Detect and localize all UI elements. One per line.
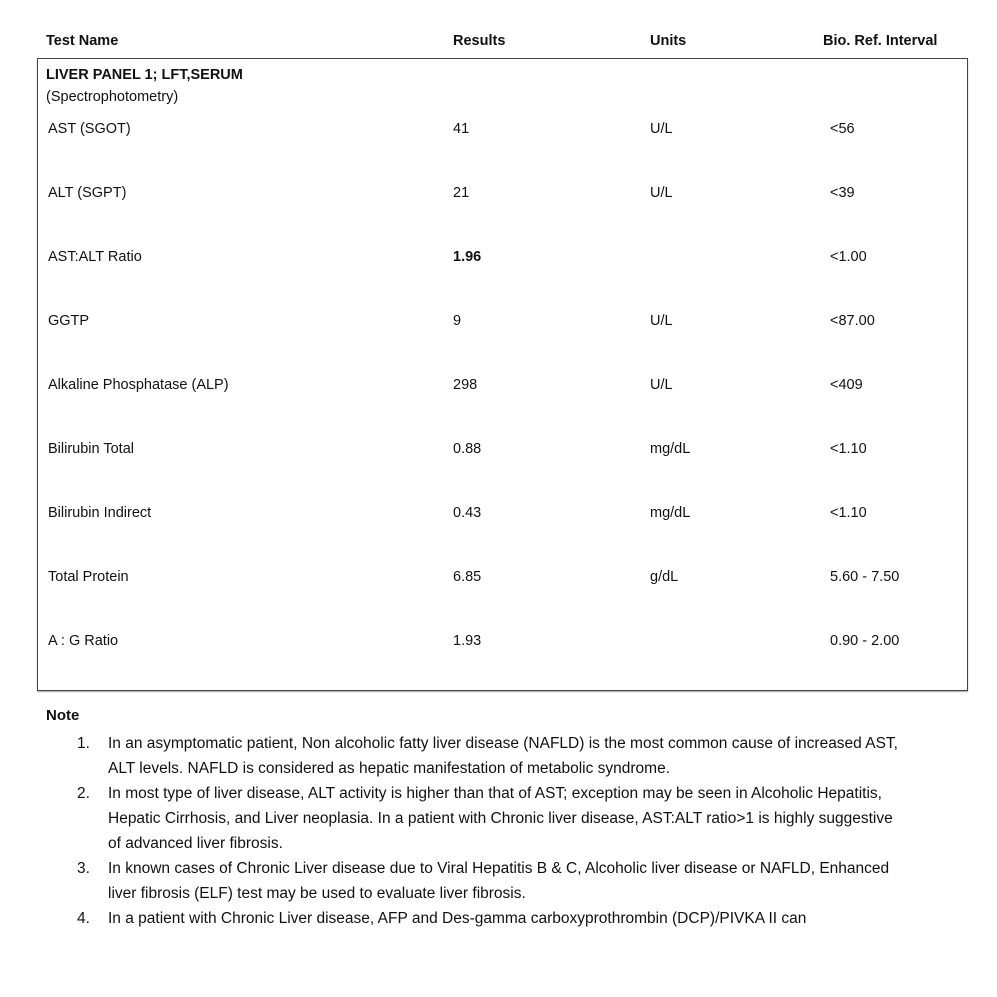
note-item: 2. In most type of liver disease, ALT act… (0, 781, 898, 856)
result-value: 6.85 (453, 569, 482, 585)
unit: mg/dL (650, 441, 691, 457)
note-text: In a patient with Chronic Liver disease,… (108, 910, 807, 927)
reference-interval: <1.10 (830, 441, 867, 457)
note-number: 4. (77, 910, 90, 927)
unit: mg/dL (650, 505, 691, 521)
notes-list: 1. In an asymptomatic patient, Non alcoho… (0, 731, 997, 931)
results-table-box (37, 58, 968, 691)
unit: U/L (650, 313, 673, 329)
unit: g/dL (650, 569, 679, 585)
test-name: ALT (SGPT) (48, 185, 127, 201)
note-text: In an asymptomatic patient, Non alcoholi… (108, 735, 898, 777)
note-item: 4. In a patient with Chronic Liver diseas… (0, 906, 898, 931)
unit: U/L (650, 185, 673, 201)
result-value: 21 (453, 185, 470, 201)
reference-interval: 0.90 - 2.00 (830, 633, 900, 649)
note-text: In most type of liver disease, ALT activ… (108, 785, 893, 852)
note-item: 1. In an asymptomatic patient, Non alcoho… (0, 731, 898, 781)
result-value: 1.96 (453, 249, 482, 265)
test-name: Bilirubin Indirect (48, 505, 152, 521)
test-name: Bilirubin Total (48, 441, 134, 457)
test-name: Alkaline Phosphatase (ALP) (48, 377, 229, 393)
panel-title: LIVER PANEL 1; LFT,SERUM (46, 67, 243, 83)
column-header-test-name: Test Name (46, 33, 119, 49)
note-number: 2. (77, 785, 90, 802)
unit: U/L (650, 121, 673, 137)
test-name: Total Protein (48, 569, 129, 585)
note-title: Note (46, 707, 80, 724)
column-header-results: Results (453, 33, 506, 49)
result-value: 298 (453, 377, 478, 393)
reference-interval: <56 (830, 121, 855, 137)
unit: U/L (650, 377, 673, 393)
note-text: In known cases of Chronic Liver disease … (108, 860, 890, 902)
column-header-ref-interval: Bio. Ref. Interval (823, 33, 938, 49)
column-header-units: Units (650, 33, 687, 49)
result-value: 41 (453, 121, 470, 137)
result-value: 0.43 (453, 505, 482, 521)
reference-interval: <87.00 (830, 313, 875, 329)
panel-method: (Spectrophotometry) (46, 89, 179, 105)
note-number: 3. (77, 860, 90, 877)
result-value: 0.88 (453, 441, 482, 457)
result-value: 9 (453, 313, 462, 329)
note-number: 1. (77, 735, 90, 752)
reference-interval: <409 (830, 377, 863, 393)
reference-interval: <1.00 (830, 249, 867, 265)
reference-interval: <1.10 (830, 505, 867, 521)
reference-interval: <39 (830, 185, 855, 201)
test-name: A : G Ratio (48, 633, 119, 649)
test-name: AST:ALT Ratio (48, 249, 142, 265)
note-item: 3. In known cases of Chronic Liver diseas… (0, 856, 898, 906)
result-value: 1.93 (453, 633, 482, 649)
test-name: AST (SGOT) (48, 121, 131, 137)
test-name: GGTP (48, 313, 90, 329)
reference-interval: 5.60 - 7.50 (830, 569, 900, 585)
